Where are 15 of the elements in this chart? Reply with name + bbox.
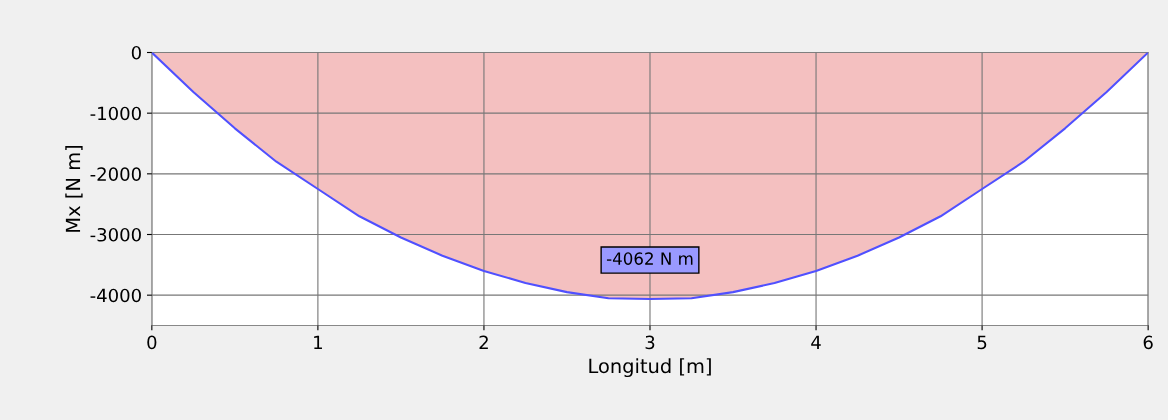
x-tick-label: 1: [314, 335, 322, 349]
y-tick-label: -3000: [90, 227, 141, 242]
y-tick-label: 0: [131, 45, 141, 60]
y-tick-label: -4000: [90, 288, 141, 303]
y-tick-label: -2000: [90, 167, 141, 181]
annotation: -4062 N m: [606, 252, 693, 265]
x-tick-label: 3: [645, 335, 655, 350]
x-tick-label: 2: [479, 335, 488, 349]
x-tick-label: 6: [1143, 335, 1153, 350]
x-tick-label: 0: [147, 335, 157, 350]
x-axis-title: Longitud [m]: [589, 358, 711, 378]
x-tick-label: 4: [811, 335, 821, 349]
y-tick-label: -1000: [90, 106, 141, 121]
y-axis-title: Mx [N m]: [65, 146, 83, 232]
x-tick-label: 5: [977, 335, 987, 350]
